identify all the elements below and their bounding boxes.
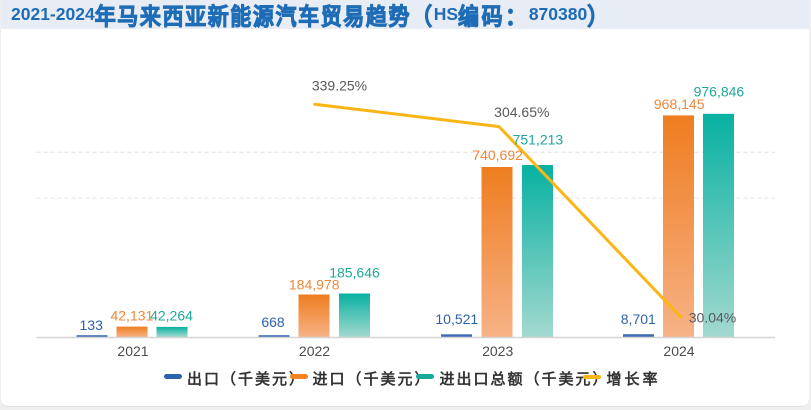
- svg-text:133: 133: [80, 317, 104, 333]
- svg-text:42,264: 42,264: [150, 307, 193, 323]
- svg-text:968,145: 968,145: [654, 96, 705, 112]
- svg-text:751,213: 751,213: [513, 132, 564, 148]
- svg-text:2021: 2021: [117, 343, 148, 359]
- svg-text:2023: 2023: [482, 343, 513, 359]
- svg-text:2024: 2024: [663, 343, 694, 359]
- svg-text:339.25%: 339.25%: [312, 77, 367, 93]
- svg-text:184,978: 184,978: [289, 276, 340, 292]
- svg-text:8,701: 8,701: [621, 311, 656, 327]
- svg-text:740,692: 740,692: [472, 147, 523, 163]
- svg-text:304.65%: 304.65%: [494, 104, 549, 120]
- svg-text:30.04%: 30.04%: [689, 310, 736, 326]
- svg-text:668: 668: [261, 314, 285, 330]
- svg-text:976,846: 976,846: [694, 83, 745, 99]
- svg-text:42,131: 42,131: [110, 307, 153, 323]
- svg-text:10,521: 10,521: [435, 311, 478, 327]
- svg-text:185,646: 185,646: [329, 264, 380, 280]
- svg-text:2022: 2022: [299, 343, 330, 359]
